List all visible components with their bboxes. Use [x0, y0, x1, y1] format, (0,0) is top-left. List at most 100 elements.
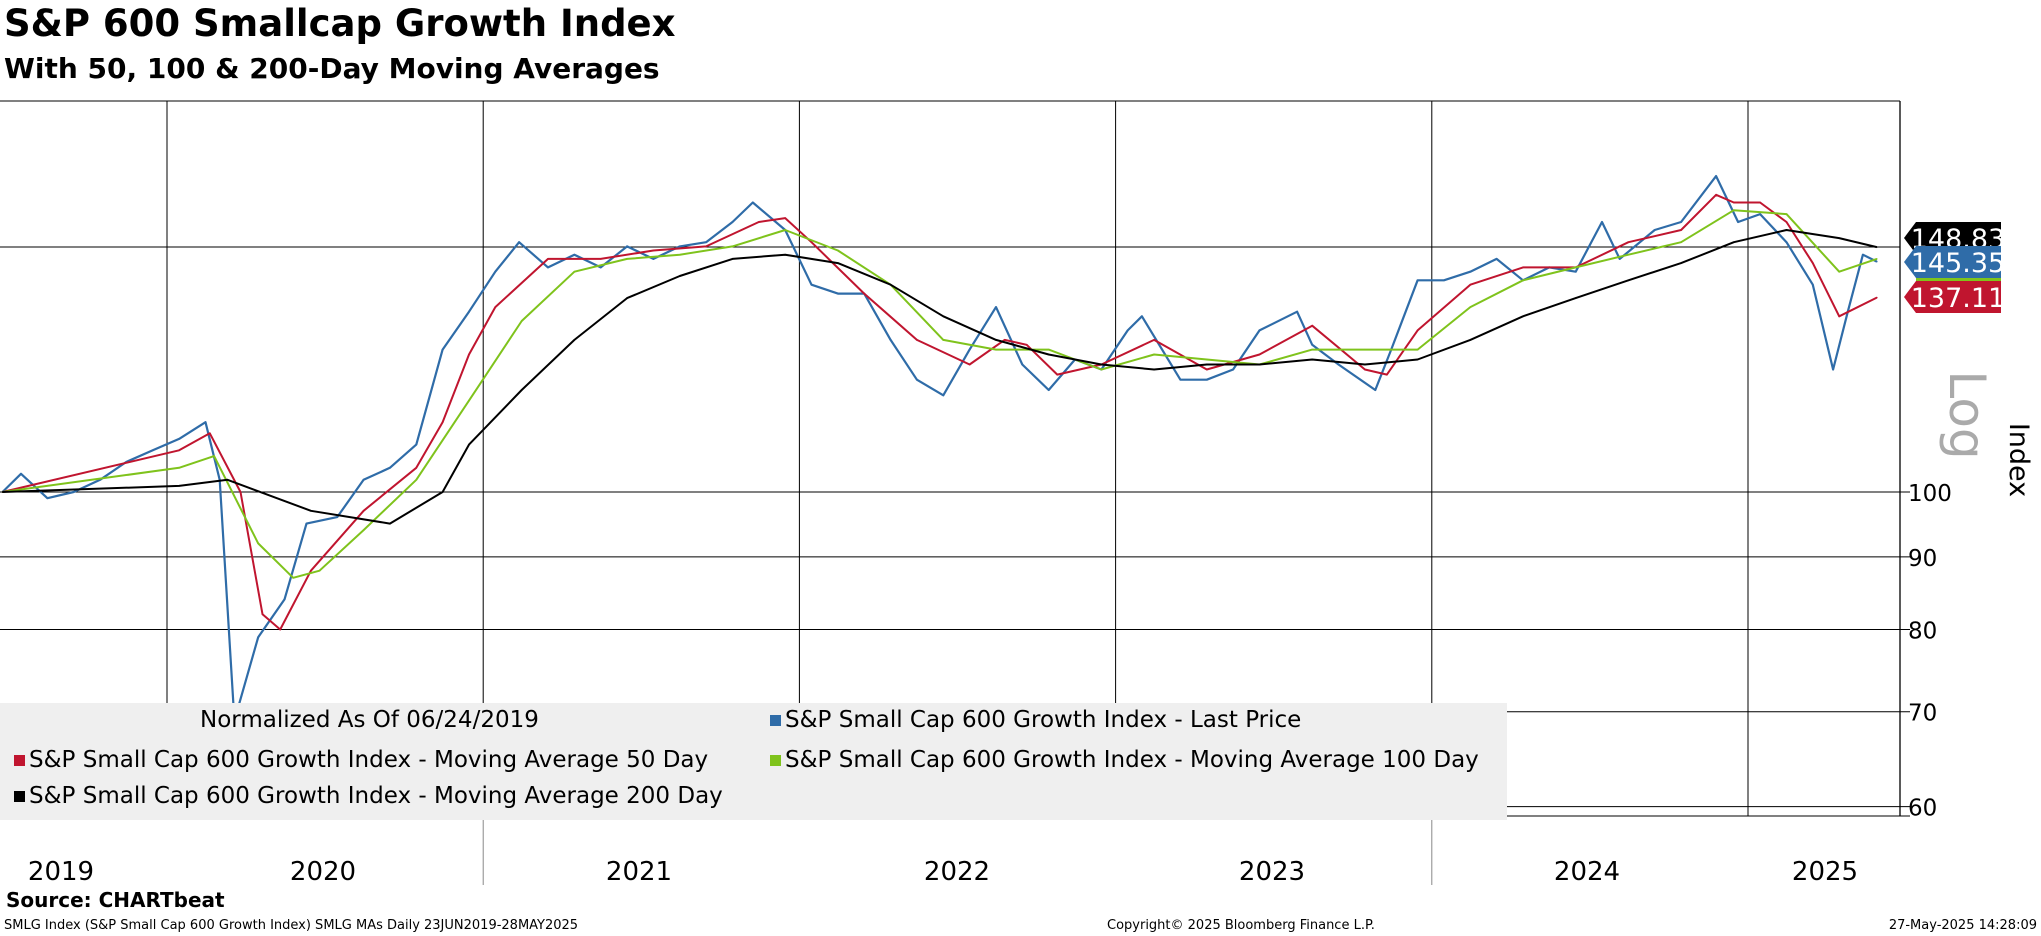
data-point: [599, 266, 602, 269]
data-point: [916, 378, 918, 381]
data-point: [678, 245, 681, 248]
data-point: [1601, 221, 1603, 223]
data-point: [547, 258, 549, 260]
series-line-ma100: [2, 209, 1878, 579]
series-line-ma200: [2, 229, 1878, 525]
legend-title: Normalized As Of 06/24/2019: [200, 707, 539, 733]
data-point: [626, 258, 628, 260]
data-point: [810, 241, 813, 244]
data-point: [1838, 237, 1840, 239]
data-point: [1374, 389, 1377, 391]
data-point: [1680, 221, 1682, 223]
data-point: [362, 509, 365, 512]
y-tick-label: 80: [1908, 618, 1937, 644]
data-point: [573, 253, 576, 256]
data-point: [178, 449, 180, 452]
data-point: [547, 266, 549, 269]
y-tick-label: 90: [1908, 546, 1937, 572]
data-point: [213, 455, 215, 457]
data-point: [1759, 201, 1761, 204]
y-tick-label: 100: [1908, 481, 1952, 507]
data-point: [968, 348, 971, 351]
ma100-tag-edge: [1916, 278, 2001, 281]
data-point: [1258, 363, 1261, 366]
data-point: [942, 394, 945, 397]
data-point: [178, 467, 180, 469]
data-point: [305, 522, 308, 525]
data-point: [1179, 378, 1182, 381]
data-point: [837, 292, 839, 295]
data-point: [20, 472, 22, 475]
data-point: [257, 542, 259, 545]
last-value-tag: [1904, 246, 2001, 278]
data-point: [1311, 358, 1313, 361]
data-point: [1680, 262, 1682, 264]
data-point: [1205, 358, 1208, 361]
data-point: [1416, 329, 1419, 332]
data-point: [1680, 241, 1682, 244]
data-point: [1574, 270, 1577, 273]
data-point: [362, 479, 365, 481]
chart-title: S&P 600 Smallcap Growth Index: [4, 2, 676, 45]
data-point: [1875, 246, 1878, 248]
data-point: [1416, 348, 1419, 351]
data-point: [1838, 270, 1840, 273]
data-point: [261, 613, 264, 616]
data-point: [1469, 283, 1472, 286]
data-point: [1364, 368, 1366, 371]
data-point: [239, 491, 242, 493]
data-point: [837, 262, 839, 264]
data-point: [1296, 310, 1298, 313]
legend-label: S&P Small Cap 600 Growth Index - Moving …: [785, 747, 1479, 773]
data-point: [1100, 363, 1103, 366]
data-point: [209, 432, 211, 435]
data-point: [226, 479, 229, 481]
data-point: [784, 253, 786, 256]
chart-subtitle: With 50, 100 & 200-Day Moving Averages: [4, 52, 660, 85]
data-point: [1627, 241, 1630, 244]
data-point: [362, 529, 365, 531]
data-point: [468, 353, 470, 356]
data-point: [1875, 260, 1878, 263]
data-point: [705, 245, 707, 248]
data-point: [731, 258, 734, 260]
data-point: [1153, 353, 1155, 356]
data-point: [1832, 368, 1834, 371]
data-point: [1627, 253, 1630, 256]
last-value-label: 137.11: [1911, 283, 2005, 314]
data-point: [494, 306, 497, 308]
data-point: [1469, 270, 1472, 273]
data-point: [1469, 306, 1472, 308]
data-point: [520, 389, 523, 391]
data-point: [1785, 221, 1788, 223]
data-point: [1126, 329, 1129, 332]
x-tick-label: 2020: [290, 857, 356, 887]
data-point: [1522, 315, 1524, 318]
data-point: [1003, 339, 1006, 341]
x-tick-label: 2025: [1792, 857, 1858, 887]
legend-swatch: [770, 715, 781, 726]
data-point: [1875, 296, 1878, 299]
last-value-tag: [1904, 281, 2001, 313]
data-point: [1153, 368, 1155, 371]
data-point: [1, 491, 4, 493]
data-point: [889, 283, 892, 286]
legend-item-price: S&P Small Cap 600 Growth Index - Last Pr…: [770, 707, 1301, 733]
data-point: [942, 315, 945, 318]
legend-label: S&P Small Cap 600 Growth Index - Moving …: [29, 783, 723, 809]
data-point: [995, 339, 997, 341]
data-point: [784, 229, 786, 231]
data-point: [1258, 329, 1261, 332]
data-point: [758, 221, 760, 223]
data-point: [389, 522, 391, 525]
data-point: [292, 576, 294, 579]
data-point: [310, 509, 312, 512]
data-point: [1311, 343, 1313, 346]
data-point: [678, 253, 681, 256]
data-point: [1759, 213, 1761, 215]
data-point: [441, 348, 444, 351]
legend-swatch: [770, 755, 781, 766]
data-point: [1574, 297, 1577, 299]
legend-swatch: [14, 755, 25, 766]
